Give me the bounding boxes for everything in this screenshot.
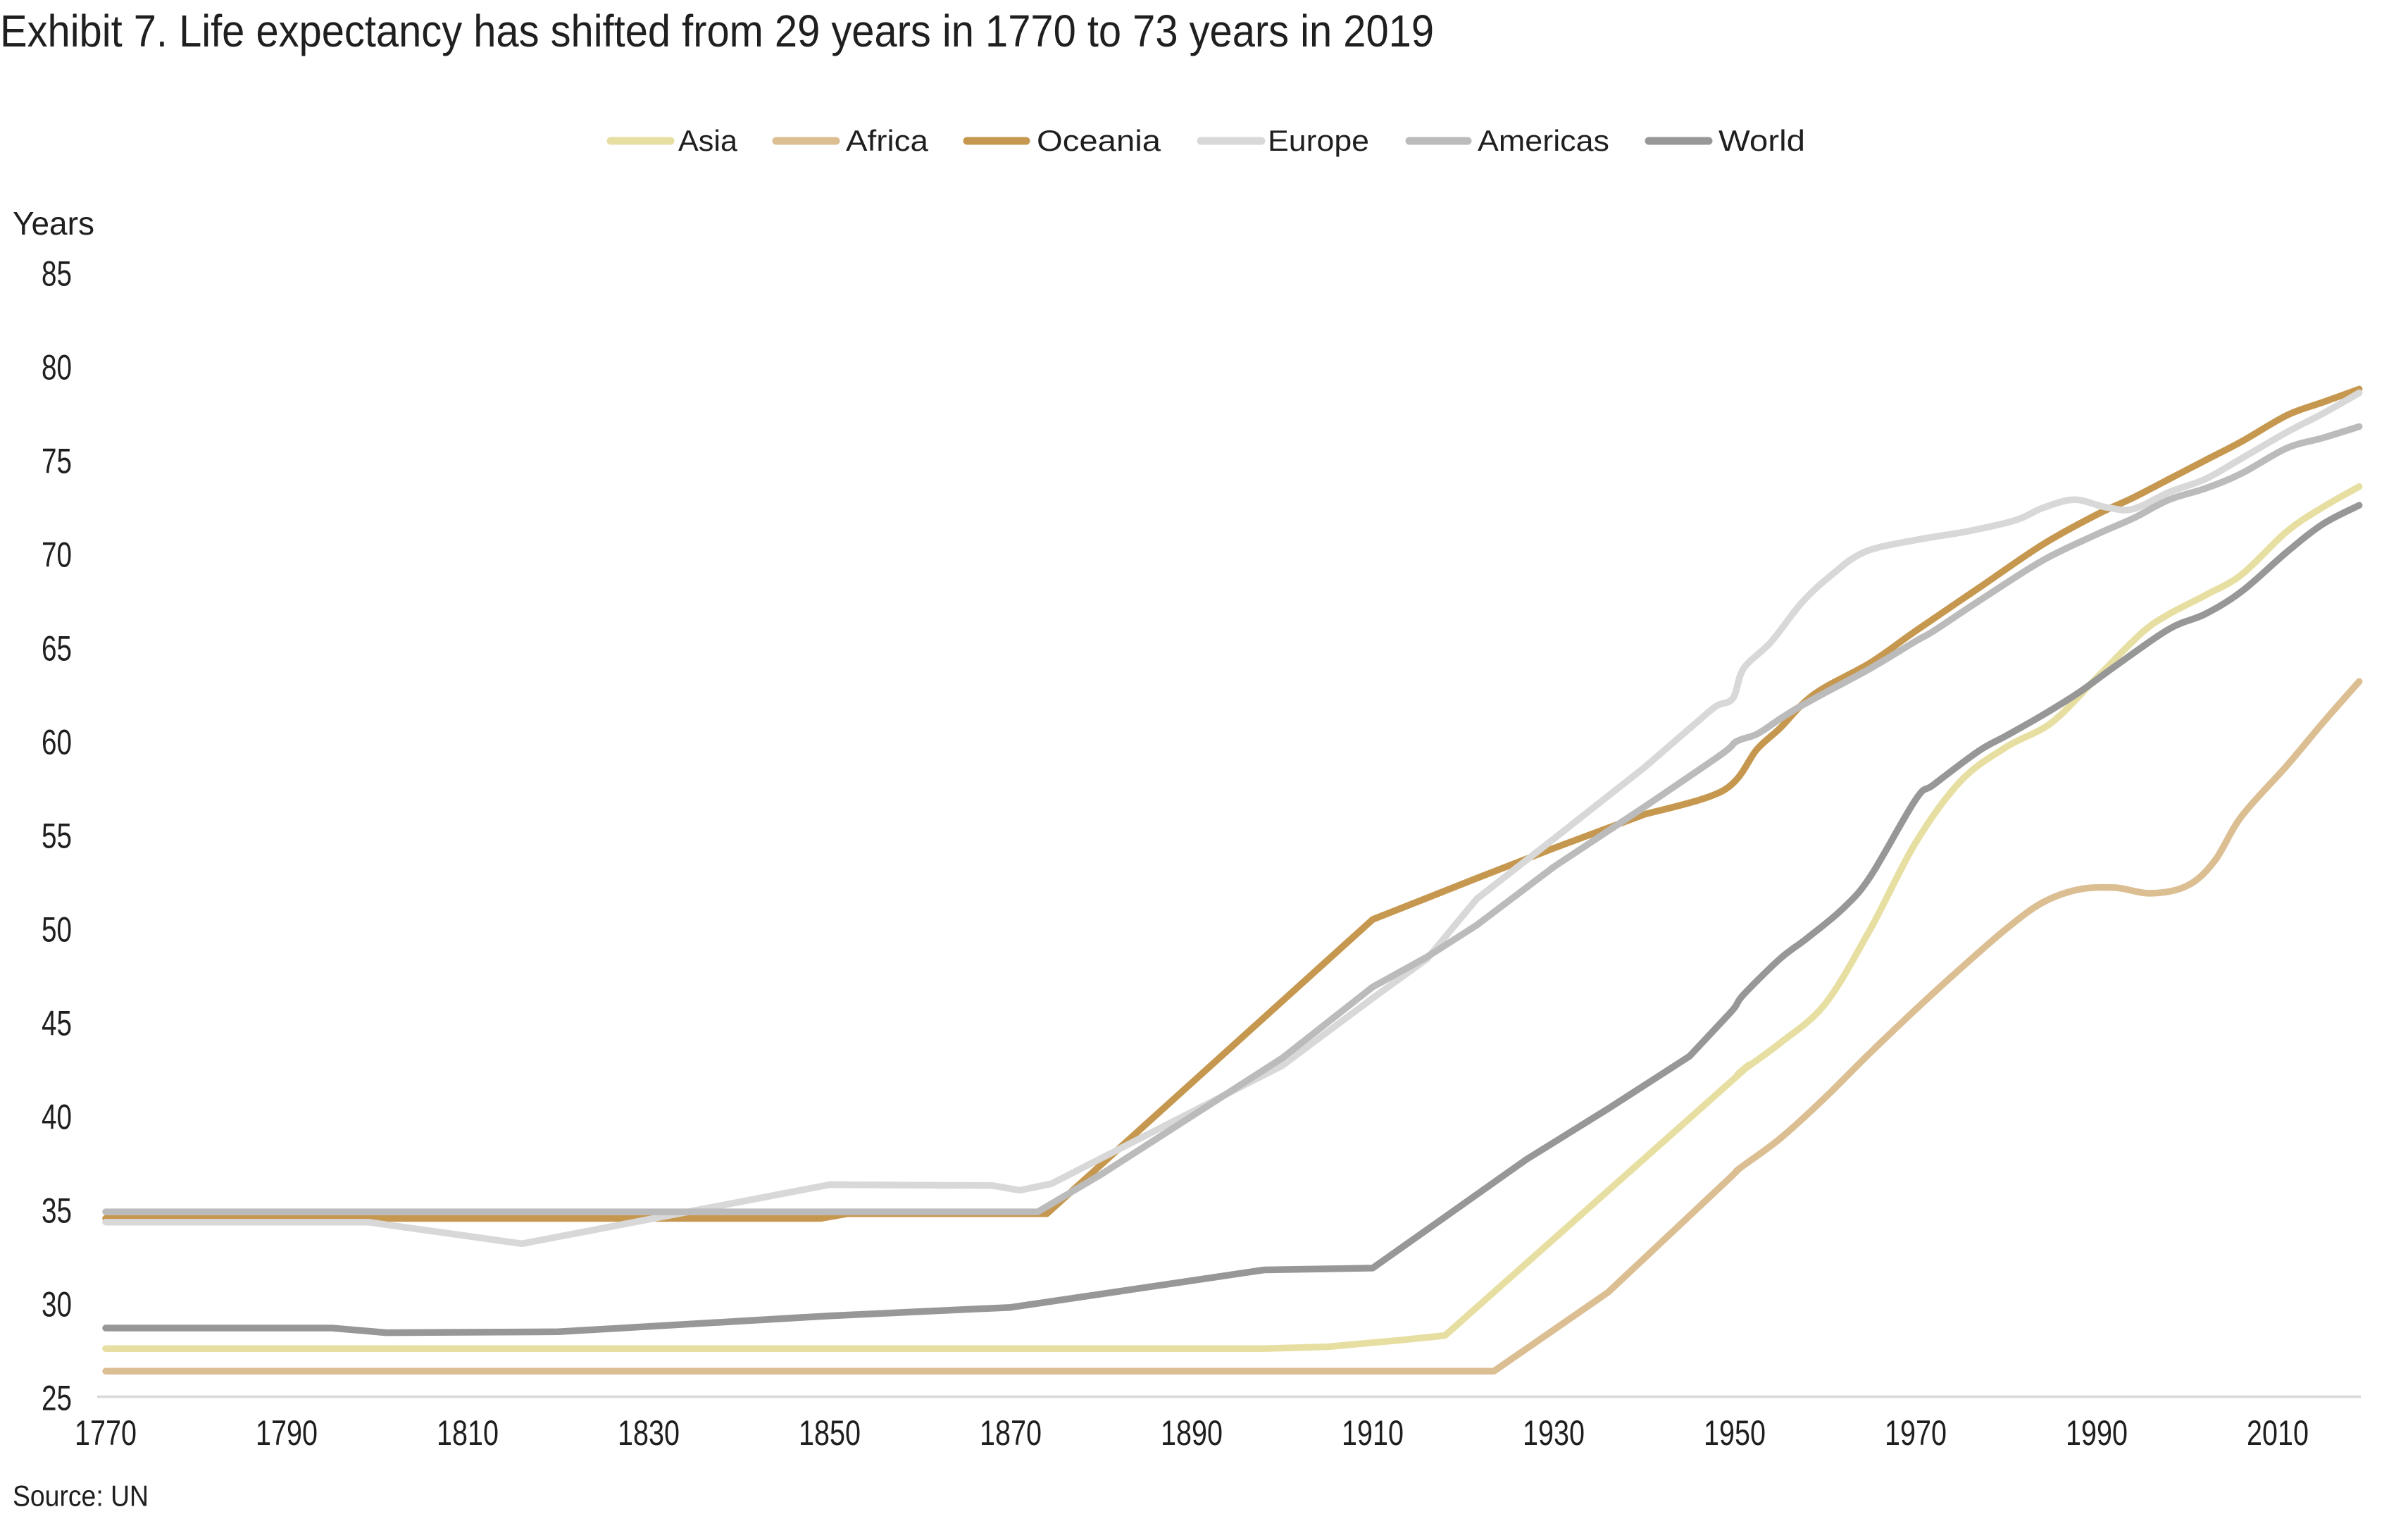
svg-text:35: 35 <box>42 1191 72 1230</box>
svg-text:Africa: Africa <box>846 124 929 157</box>
svg-text:1930: 1930 <box>1523 1413 1585 1453</box>
svg-text:1990: 1990 <box>2066 1413 2128 1453</box>
svg-text:1890: 1890 <box>1161 1413 1223 1453</box>
svg-text:80: 80 <box>42 347 72 387</box>
svg-text:Asia: Asia <box>678 124 738 157</box>
svg-text:50: 50 <box>42 910 72 949</box>
svg-text:55: 55 <box>42 816 72 855</box>
svg-text:1870: 1870 <box>980 1413 1042 1453</box>
svg-text:Americas: Americas <box>1478 124 1609 157</box>
svg-text:85: 85 <box>42 254 72 293</box>
svg-text:1850: 1850 <box>799 1413 861 1453</box>
svg-text:Europe: Europe <box>1268 124 1369 157</box>
svg-text:45: 45 <box>42 1003 72 1043</box>
svg-text:1970: 1970 <box>1885 1413 1947 1453</box>
svg-text:75: 75 <box>42 441 72 480</box>
svg-text:1770: 1770 <box>75 1413 137 1453</box>
svg-text:25: 25 <box>42 1378 72 1418</box>
svg-text:Exhibit 7. Life expectancy has: Exhibit 7. Life expectancy has shifted f… <box>0 6 1434 56</box>
svg-text:World: World <box>1718 124 1805 157</box>
svg-text:30: 30 <box>42 1284 72 1324</box>
svg-text:1830: 1830 <box>618 1413 680 1453</box>
svg-text:1950: 1950 <box>1704 1413 1766 1453</box>
svg-text:2010: 2010 <box>2247 1413 2309 1453</box>
svg-text:1810: 1810 <box>437 1413 499 1453</box>
svg-text:65: 65 <box>42 628 72 668</box>
svg-text:1910: 1910 <box>1342 1413 1404 1453</box>
svg-text:Oceania: Oceania <box>1037 124 1161 157</box>
svg-text:60: 60 <box>42 722 72 762</box>
svg-text:1790: 1790 <box>256 1413 318 1453</box>
svg-text:40: 40 <box>42 1097 72 1136</box>
svg-text:70: 70 <box>42 535 72 574</box>
svg-text:Years: Years <box>13 205 94 242</box>
svg-text:Source: UN: Source: UN <box>13 1480 149 1513</box>
